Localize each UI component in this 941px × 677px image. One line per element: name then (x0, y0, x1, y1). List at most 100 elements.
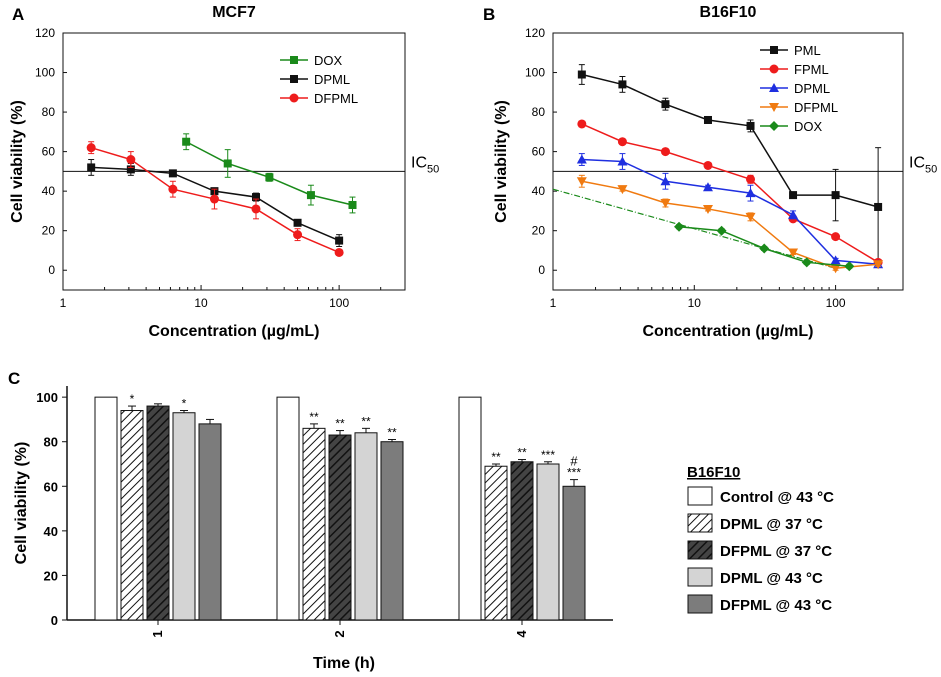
a-ic50-label: IC50 (411, 154, 439, 175)
c-y-tick-label: 0 (51, 613, 58, 628)
b-legend-label: PML (794, 43, 821, 58)
c-y-tick-label: 40 (44, 524, 58, 539)
b-data-point (716, 225, 727, 236)
c-legend-swatch (687, 567, 713, 587)
a-data-point (348, 200, 357, 209)
a-plot-frame (62, 32, 406, 291)
b-data-point (617, 137, 627, 147)
b-legend-label: DFPML (794, 100, 838, 115)
b-data-point (660, 176, 671, 186)
b-x-tick-label: 1 (550, 296, 557, 310)
a-series-line (91, 166, 340, 242)
a-y-tick-label: 0 (48, 263, 55, 277)
c-significance-label: ** (309, 410, 319, 424)
a-data-point (126, 165, 135, 174)
b-data-point (759, 243, 770, 254)
c-bar (458, 396, 482, 621)
a-data-point (209, 194, 219, 204)
b-legend-marker (769, 83, 779, 92)
a-y-tick-label: 80 (42, 105, 56, 119)
b-data-point (702, 204, 713, 214)
a-data-point (182, 137, 191, 146)
b-y-tick-label: 0 (538, 263, 545, 277)
b-data-point (745, 212, 756, 222)
a-data-point (293, 218, 302, 227)
c-bar (536, 463, 560, 621)
c-legend-label: DFPML @ 43 °C (720, 597, 832, 614)
b-data-point (844, 261, 855, 272)
b-plot-frame (552, 32, 904, 291)
b-legend-marker (769, 103, 779, 112)
b-data-point (703, 115, 712, 124)
c-bar (484, 465, 508, 621)
c-significance-label: ** (387, 425, 397, 439)
a-data-point (293, 230, 303, 240)
c-legend-swatch (687, 594, 713, 614)
a-y-tick-label: 40 (42, 184, 56, 198)
a-data-point (265, 173, 274, 182)
b-data-point (661, 100, 670, 109)
a-legend-label: DPML (314, 72, 350, 87)
b-series-line (581, 180, 879, 270)
a-data-point (223, 159, 232, 168)
b-data-point (745, 188, 756, 198)
b-data-point (577, 70, 586, 79)
c-x-tick-label: 2 (332, 630, 347, 637)
b-data-point (617, 185, 628, 195)
a-data-point (126, 155, 136, 165)
b-data-point (873, 260, 884, 270)
c-significance-label-hash: # (570, 454, 578, 469)
a-legend-marker (290, 75, 298, 83)
b-data-point (801, 257, 812, 268)
c-legend-swatch (687, 513, 713, 533)
b-x-tick-label: 100 (826, 296, 846, 310)
b-series-dfpml (576, 174, 884, 274)
c-legend-title: B16F10 (687, 464, 740, 481)
c-y-tick-label: 60 (44, 479, 58, 494)
a-data-point (87, 163, 96, 172)
c-x-tick-label: 1 (150, 630, 165, 637)
c-y-tick-label: 100 (36, 390, 58, 405)
c-legend-label: DPML @ 37 °C (720, 516, 823, 533)
c-y-axis-label: Cell viability (%) (13, 442, 30, 565)
b-data-point (830, 264, 841, 274)
b-data-point (831, 232, 841, 242)
b-data-point (789, 191, 798, 200)
c-x-tick-label: 4 (514, 630, 529, 638)
a-x-axis-label: Concentration (µg/mL) (149, 323, 320, 340)
b-series-line (581, 158, 879, 266)
b-data-point (576, 154, 587, 164)
b-y-tick-label: 40 (532, 184, 546, 198)
b-data-point (660, 147, 670, 157)
c-bar (172, 412, 196, 621)
c-bar (510, 461, 534, 621)
b-data-point (703, 160, 713, 170)
a-data-point (252, 193, 261, 202)
b-data-point (788, 248, 799, 258)
b-legend-label: DPML (794, 81, 830, 96)
c-significance-label: ** (517, 446, 527, 460)
b-series-dox (674, 221, 855, 272)
panel-letter-b: B (483, 5, 495, 24)
b-data-point (702, 182, 713, 192)
a-x-tick-label: 1 (60, 296, 67, 310)
c-legend-swatch (687, 540, 713, 560)
c-legend-swatch (687, 486, 713, 506)
a-chart-title: MCF7 (212, 4, 256, 21)
c-bar (302, 427, 326, 621)
c-y-tick-label: 80 (44, 435, 58, 450)
a-y-tick-label: 120 (35, 26, 55, 40)
a-y-tick-label: 60 (42, 145, 56, 159)
a-legend-marker (290, 56, 298, 64)
chart-panel-c: 0 20 40 60 80 100 Cell viability (%) Time (h) 1 *… (13, 386, 834, 672)
c-legend: B16F10 Control @ 43 °C DPML @ 37 °C DFPML @… (687, 464, 834, 614)
b-data-point (788, 209, 799, 219)
b-y-tick-label: 120 (525, 26, 545, 40)
c-significance-label: ** (491, 450, 501, 464)
b-data-point (660, 199, 671, 209)
a-data-point (168, 169, 177, 178)
b-y-tick-label: 60 (532, 145, 546, 159)
